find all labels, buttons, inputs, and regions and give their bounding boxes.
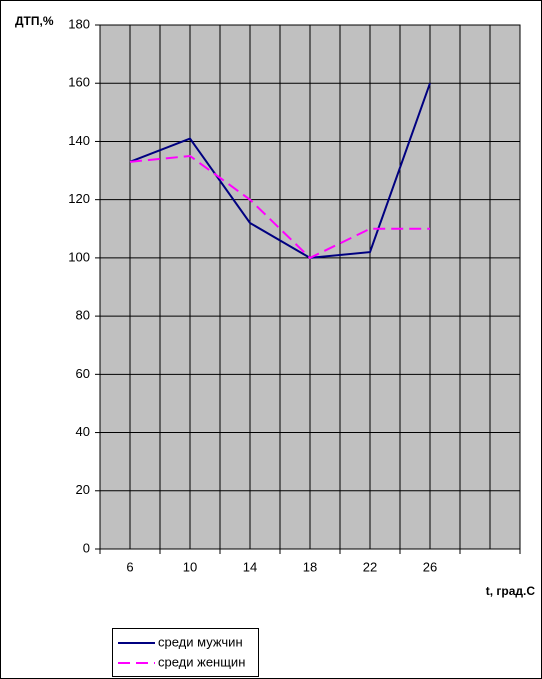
legend-label: среди женщин — [158, 654, 245, 669]
y-tick-label: 180 — [68, 16, 90, 31]
y-tick-label: 0 — [83, 540, 90, 555]
y-tick-label: 160 — [68, 75, 90, 90]
y-tick-label: 100 — [68, 249, 90, 264]
y-tick-label: 40 — [76, 424, 90, 439]
x-tick-label: 22 — [363, 559, 377, 574]
legend-label: среди мужчин — [158, 634, 243, 649]
legend-box — [112, 628, 259, 677]
x-tick-label: 26 — [423, 559, 437, 574]
y-tick-label: 20 — [76, 482, 90, 497]
x-tick-label: 14 — [243, 559, 257, 574]
x-tick-label: 6 — [126, 559, 133, 574]
y-tick-label: 140 — [68, 133, 90, 148]
series-line — [129, 154, 430, 260]
series-line — [129, 82, 431, 259]
x-tick-label: 18 — [303, 559, 317, 574]
x-tick-label: 10 — [183, 559, 197, 574]
x-axis-label: t, град.С — [486, 584, 536, 598]
y-axis-label: ДТП,% — [15, 14, 54, 28]
y-tick-label: 120 — [68, 191, 90, 206]
y-tick-label: 80 — [76, 308, 90, 323]
y-tick-label: 60 — [76, 366, 90, 381]
